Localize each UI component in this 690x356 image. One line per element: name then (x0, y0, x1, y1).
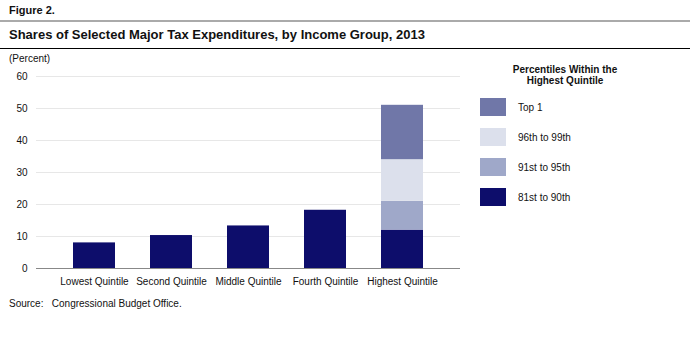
svg-text:60: 60 (16, 71, 28, 82)
html-text:(Percent): (Percent) (9, 53, 51, 64)
svg-text:Highest Quintile: Highest Quintile (367, 276, 438, 287)
svg-text:Second Quintile: Second Quintile (136, 276, 207, 287)
html-text:96th to 99th: 96th to 99th (518, 131, 571, 143)
svg-text:30: 30 (16, 167, 28, 178)
svg-text:0: 0 (22, 263, 28, 274)
html-text:Figure 2.: Figure 2. (9, 4, 55, 16)
html-text:91st to 95th: 91st to 95th (518, 161, 571, 173)
svg-text:10: 10 (16, 231, 28, 242)
html-text:81st to 90th: 81st to 90th (518, 191, 571, 203)
html-text:Percentiles Within the Highest: Percentiles Within the Highest Quintile (512, 64, 618, 86)
html-text:Shares of Selected Major Tax E: Shares of Selected Major Tax Expenditure… (9, 27, 425, 42)
svg-text:40: 40 (16, 135, 28, 146)
svg-text:Fourth Quintile: Fourth Quintile (293, 276, 359, 287)
html-text:Source: Congressional Budget O: Source: Congressional Budget Office. (9, 298, 182, 309)
svg-text:Lowest Quintile: Lowest Quintile (60, 276, 129, 287)
svg-text:20: 20 (16, 199, 28, 210)
html-text:Top 1: Top 1 (518, 101, 543, 113)
svg-text:50: 50 (16, 103, 28, 114)
svg-text:Middle Quintile: Middle Quintile (215, 276, 282, 287)
